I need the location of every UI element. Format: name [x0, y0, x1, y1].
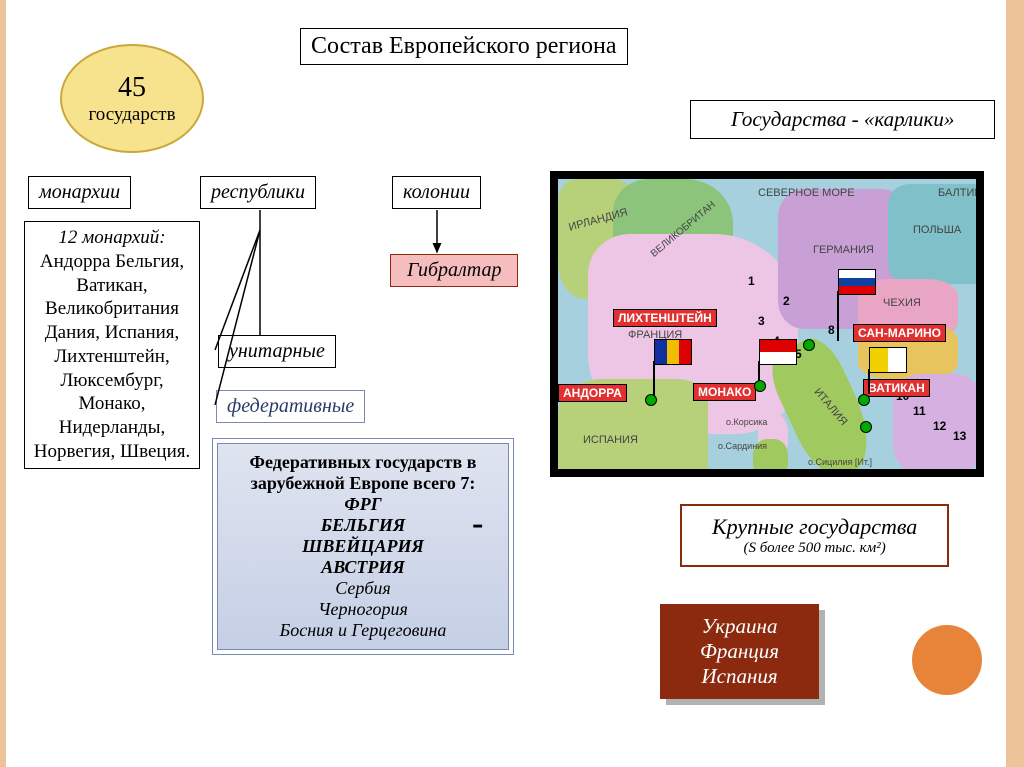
- slide: Состав Европейского региона 45 государст…: [0, 0, 1024, 767]
- monarchies-text: Андорра Бельгия, Ватикан, Великобритания…: [34, 251, 191, 462]
- right-stripe: [1006, 0, 1024, 767]
- federal-box: Федеративных государств в зарубежной Евр…: [212, 438, 514, 655]
- flag-andorra: [654, 339, 692, 365]
- big-1: Франция: [700, 639, 779, 664]
- microstates-map: СЕВЕРНОЕ МОРЕ БАЛТИК ИРЛАНДИЯ ВЕЛИКОБРИТ…: [550, 171, 984, 477]
- cat-republics: республики: [200, 176, 316, 209]
- orange-circle: [912, 625, 982, 695]
- mapnum-13: 13: [953, 429, 966, 443]
- map-txt-germany: ГЕРМАНИЯ: [813, 244, 874, 256]
- dot-2: [645, 394, 657, 406]
- mapnum-3: 3: [758, 314, 765, 328]
- fed-5: Черногория: [318, 599, 408, 619]
- map-txt-corsica: о.Корсика: [726, 417, 767, 427]
- fed-6: Босния и Герцеговина: [280, 620, 447, 640]
- dot-4: [858, 394, 870, 406]
- map-sea-baltic: БАЛТИК: [938, 187, 981, 199]
- cat-monarchies: монархии: [28, 176, 131, 209]
- federal-inner: Федеративных государств в зарубежной Евр…: [217, 443, 509, 650]
- title: Состав Европейского региона: [300, 28, 628, 65]
- states-label: государств: [62, 104, 202, 126]
- map-txt-czech: ЧЕХИЯ: [883, 297, 921, 309]
- dot-5: [860, 421, 872, 433]
- large-t1: Крупные государства: [712, 514, 917, 540]
- mapnum-11: 11: [913, 404, 926, 418]
- lbl-vatican: ВАТИКАН: [863, 379, 930, 397]
- lbl-monaco: МОНАКО: [693, 383, 756, 401]
- mapnum-12: 12: [933, 419, 946, 433]
- states-count: 45: [62, 72, 202, 104]
- map-txt-spain: ИСПАНИЯ: [583, 434, 638, 446]
- fed-4: Сербия: [335, 578, 391, 598]
- mapnum-1: 1: [748, 274, 755, 288]
- pole-andorra: [653, 361, 655, 396]
- monarchies-list: 12 монархий: Андорра Бельгия, Ватикан, В…: [24, 221, 200, 469]
- big-countries-box: Украина Франция Испания: [660, 604, 819, 699]
- federal-head: Федеративных государств в зарубежной Евр…: [224, 452, 502, 494]
- cat-federal: федеративные: [216, 390, 365, 423]
- left-stripe: [0, 0, 6, 767]
- map-txt-poland: ПОЛЬША: [913, 224, 961, 236]
- map-sea-north: СЕВЕРНОЕ МОРЕ: [758, 187, 855, 199]
- mapnum-2: 2: [783, 294, 790, 308]
- lbl-liecht: ЛИХТЕНШТЕЙН: [613, 309, 717, 327]
- cat-unitary: унитарные: [218, 335, 336, 368]
- big-0: Украина: [700, 614, 779, 639]
- lbl-andorra: АНДОРРА: [558, 384, 627, 402]
- lbl-sanmarino: САН-МАРИНО: [853, 324, 946, 342]
- large-states-box: Крупные государства (S более 500 тыс. км…: [680, 504, 949, 567]
- dwarf-states-title: Государства - «карлики»: [690, 100, 995, 139]
- flag-vatican: [869, 347, 907, 373]
- pole-russia: [837, 291, 839, 341]
- dot-1: [803, 339, 815, 351]
- fed-1: БЕЛЬГИЯ: [321, 515, 405, 535]
- mapnum-8: 8: [828, 323, 835, 337]
- large-t2: (S более 500 тыс. км²): [712, 540, 917, 557]
- states-count-oval: 45 государств: [60, 44, 204, 153]
- dot-3: [754, 380, 766, 392]
- gibraltar-box: Гибралтар: [390, 254, 518, 287]
- map-txt-sardinia: о.Сардиния: [718, 441, 767, 451]
- monarchies-head: 12 монархий:: [58, 227, 165, 248]
- fed-2: ШВЕЙЦАРИЯ: [302, 536, 424, 556]
- fed-3: АВСТРИЯ: [321, 557, 405, 577]
- flag-monaco: [759, 339, 797, 365]
- cat-colonies: колонии: [392, 176, 481, 209]
- fed-0: ФРГ: [344, 494, 381, 514]
- flag-russia: [838, 269, 876, 295]
- big-2: Испания: [700, 664, 779, 689]
- map-txt-sicily: о.Сицилия [Ит.]: [808, 457, 872, 467]
- dash: -: [472, 505, 483, 543]
